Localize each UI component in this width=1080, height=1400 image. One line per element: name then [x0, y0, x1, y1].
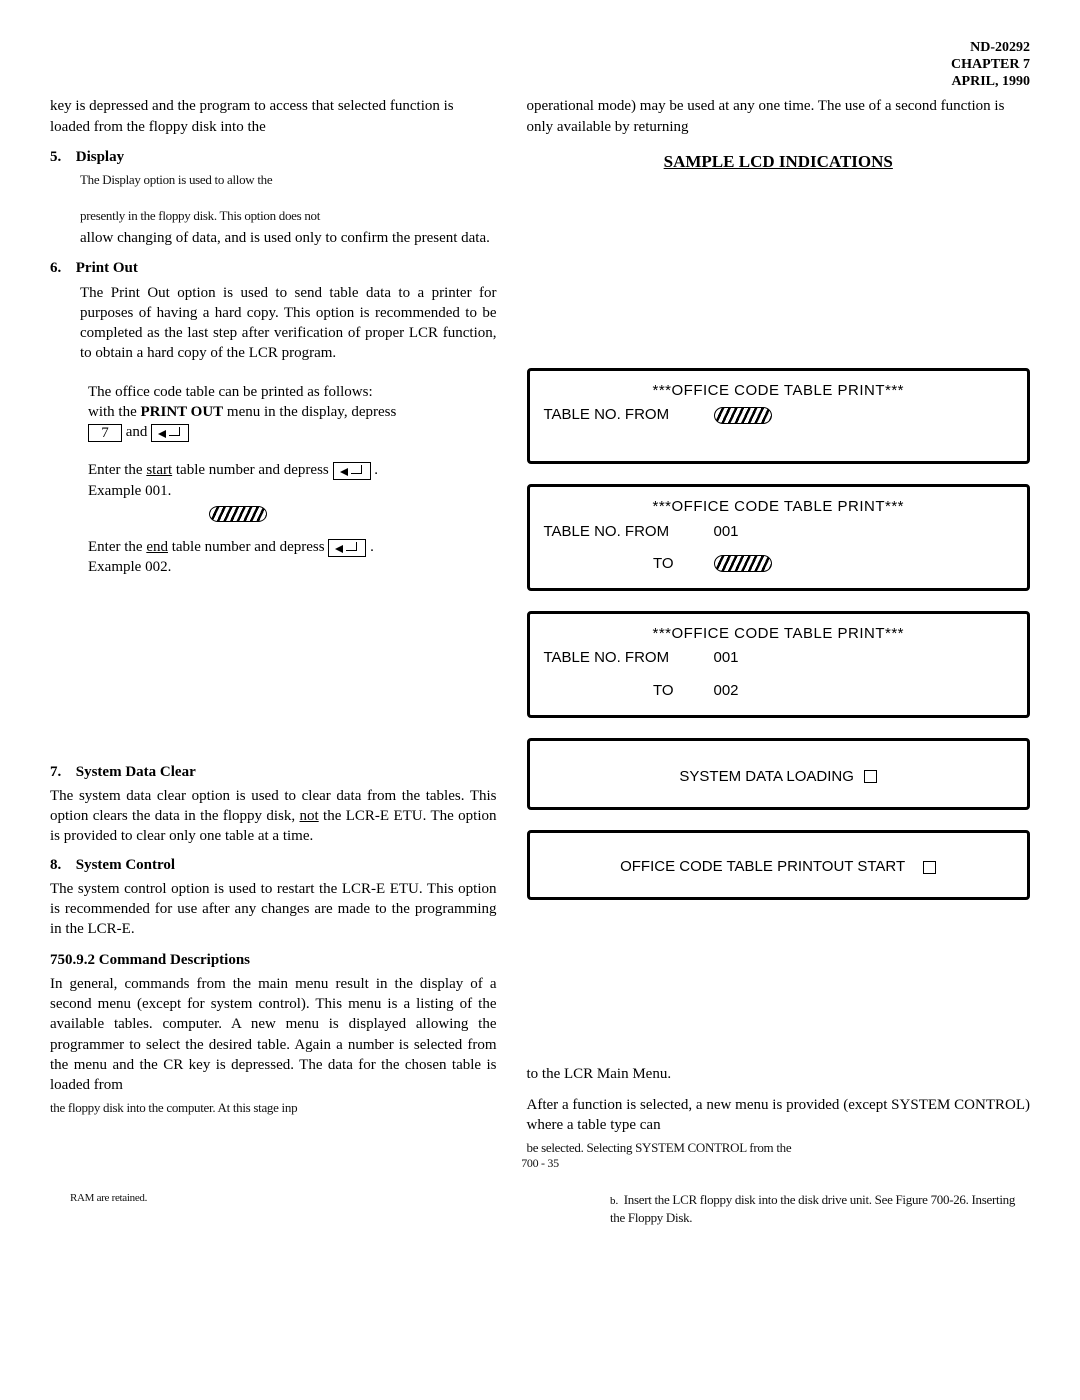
sec7-num: 7. [50, 762, 72, 782]
key-enter-3[interactable] [328, 539, 366, 557]
sec6-inst2: Enter the start table number and depress [88, 462, 333, 478]
sec6-body: The Print Out option is used to send tab… [80, 283, 497, 364]
sec5-num: 5. [50, 147, 72, 167]
lcd2-title: ***OFFICE CODE TABLE PRINT*** [544, 497, 1014, 517]
sec750-tail: the floppy disk into the computer. At th… [50, 1099, 497, 1117]
doc-header: ND-20292 CHAPTER 7 APRIL, 1990 [50, 40, 1030, 90]
lcd3-from-label: TABLE NO. FROM [544, 648, 684, 668]
footer-scatter: RAM are retained. b. Insert the LCR flop… [50, 1191, 1030, 1227]
intro-right: operational mode) may be used at any one… [527, 96, 1031, 137]
lcd-panel-4: SYSTEM DATA LOADING [527, 738, 1031, 810]
lcd3-title: ***OFFICE CODE TABLE PRINT*** [544, 624, 1014, 644]
progress-box-icon [923, 861, 936, 874]
right-tail2: After a function is selected, a new menu… [527, 1095, 1031, 1136]
sec8-title: System Control [76, 857, 175, 873]
sec7-body: The system data clear option is used to … [50, 786, 497, 847]
cursor-hatch-icon [714, 407, 772, 424]
progress-box-icon [864, 770, 877, 783]
enter-icon [342, 465, 362, 475]
lcd3-to-label: TO [544, 681, 684, 701]
sec5-body: allow changing of data, and is used only… [80, 228, 497, 248]
doc-date: APRIL, 1990 [50, 74, 1030, 91]
lcd-panel-1: ***OFFICE CODE TABLE PRINT*** TABLE NO. … [527, 368, 1031, 465]
sec8-num: 8. [50, 855, 72, 875]
sec6-num: 6. [50, 258, 72, 278]
intro-left: key is depressed and the program to acce… [50, 96, 497, 137]
lcd2-from-label: TABLE NO. FROM [544, 522, 684, 542]
sec6-inst1c: menu in the display, depress [223, 404, 396, 420]
and-label: and [126, 424, 151, 440]
lcd-panel-2: ***OFFICE CODE TABLE PRINT*** TABLE NO. … [527, 484, 1031, 591]
lcd2-to-label: TO [544, 554, 684, 574]
doc-id: ND-20292 [50, 40, 1030, 57]
sec750-body: In general, commands from the main menu … [50, 974, 497, 1096]
key-enter-1[interactable] [151, 424, 189, 442]
enter-icon [160, 427, 180, 437]
right-column: SAMPLE LCD INDICATIONS ***OFFICE CODE TA… [527, 143, 1031, 1157]
lcd1-title: ***OFFICE CODE TABLE PRINT*** [544, 381, 1014, 401]
key-7[interactable]: 7 [88, 424, 122, 442]
sec8-body: The system control option is used to res… [50, 879, 497, 940]
cursor-hatch-icon [714, 555, 772, 572]
sec5-glitch1: The Display option is used to allow the [80, 171, 497, 189]
lcd3-to-val: 002 [714, 681, 739, 701]
right-tail1: to the LCR Main Menu. [527, 1064, 1031, 1084]
sec7-title: System Data Clear [76, 764, 196, 780]
enter-icon [337, 542, 357, 552]
footer-right-text: Insert the LCR floppy disk into the disk… [610, 1192, 1015, 1225]
doc-chapter: CHAPTER 7 [50, 57, 1030, 74]
lcd3-from-val: 001 [714, 648, 739, 668]
sample-lcd-heading: SAMPLE LCD INDICATIONS [527, 151, 1031, 174]
footer-left: RAM are retained. [70, 1191, 147, 1227]
lcd5-text: OFFICE CODE TABLE PRINTOUT START [620, 858, 905, 875]
lcd4-text: SYSTEM DATA LOADING [679, 768, 853, 785]
sec6-inst3: Enter the end table number and depress [88, 539, 328, 555]
sec6-title: Print Out [76, 260, 138, 276]
lcd-panel-3: ***OFFICE CODE TABLE PRINT*** TABLE NO. … [527, 611, 1031, 718]
sec5-glitch2: presently in the floppy disk. This optio… [80, 207, 497, 225]
left-column: 5. Display The Display option is used to… [50, 143, 497, 1157]
sec750-title: 750.9.2 Command Descriptions [50, 950, 497, 970]
page-frag: 700 - 35 [50, 1155, 1030, 1171]
sec5-title: Display [76, 149, 124, 165]
lcd1-from-label: TABLE NO. FROM [544, 405, 684, 425]
printout-label: PRINT OUT [141, 404, 224, 420]
lcd-panel-5: OFFICE CODE TABLE PRINTOUT START [527, 830, 1031, 900]
key-enter-2[interactable] [333, 462, 371, 480]
intro-row: key is depressed and the program to acce… [50, 96, 1030, 137]
lcd2-from-val: 001 [714, 522, 739, 542]
cursor-hatch-icon [209, 506, 267, 522]
footer-b: b. [610, 1195, 618, 1207]
right-tail3: be selected. Selecting SYSTEM CONTROL fr… [527, 1139, 1031, 1157]
